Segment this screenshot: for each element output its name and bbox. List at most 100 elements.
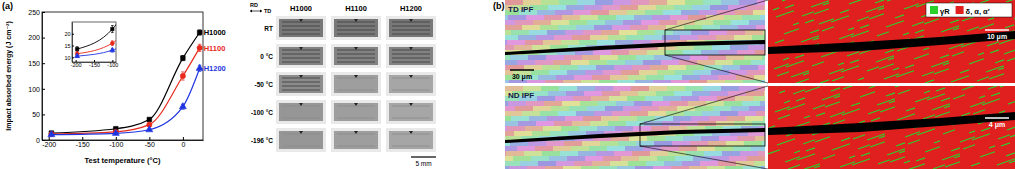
austenite-lath: [886, 21, 904, 27]
austenite-lath: [925, 80, 934, 83]
grain: [749, 106, 765, 111]
photo: [331, 72, 381, 96]
crack: [505, 128, 765, 143]
error-bar: [181, 56, 185, 61]
phase-bg: [768, 0, 1015, 83]
grain: [632, 65, 650, 70]
austenite-lath: [971, 163, 980, 166]
grain: [667, 86, 685, 91]
grain: [719, 50, 737, 55]
austenite-lath: [875, 0, 884, 3]
crack: [505, 40, 765, 55]
grain: [683, 136, 701, 141]
grain: [639, 70, 657, 75]
photo-bg: [331, 16, 381, 40]
phase-map: [768, 86, 1015, 169]
y-tick: 0: [36, 137, 45, 144]
photo-bg: [331, 100, 381, 124]
austenite-lath: [843, 86, 855, 89]
specimen-photos: RDTDH1000H1100H1200RT0 °C-50 °C-100 °C-1…: [250, 2, 436, 167]
marker: [197, 45, 202, 50]
fracture-texture: [282, 34, 320, 35]
grain: [565, 116, 583, 121]
grain: [635, 166, 653, 169]
x-tick-label: -150: [89, 62, 100, 68]
grain: [722, 151, 740, 156]
grain: [583, 30, 601, 35]
grain: [591, 10, 609, 15]
notch: [354, 75, 358, 78]
grain: [661, 60, 679, 65]
error-bar: [198, 44, 202, 51]
grain: [566, 91, 584, 96]
grain: [616, 101, 634, 106]
austenite-lath: [876, 56, 894, 62]
austenite-lath: [895, 86, 910, 87]
marker: [49, 131, 54, 136]
austenite-lath: [838, 63, 844, 65]
austenite-lath: [979, 24, 994, 29]
photo: [331, 100, 381, 124]
grain: [702, 25, 720, 30]
x-tick: -50: [145, 137, 155, 148]
grain: [636, 55, 654, 60]
y-tick-mark: [72, 46, 74, 47]
y-tick-label: 250: [28, 9, 40, 16]
austenite-lath: [905, 65, 914, 68]
grain: [576, 111, 594, 116]
marker: [181, 56, 186, 61]
grain: [509, 80, 527, 83]
austenite-lath: [805, 87, 820, 92]
austenite-lath: [951, 148, 960, 151]
austenite-lath: [867, 67, 879, 71]
fracture-texture: [337, 58, 375, 59]
austenite-lath: [775, 107, 790, 112]
grain: [709, 30, 727, 35]
grain: [615, 126, 633, 131]
grain: [643, 60, 661, 65]
austenite-lath: [886, 93, 895, 96]
x-tick-label: -150: [76, 141, 90, 148]
austenite-lath: [1010, 132, 1015, 137]
ebsd-panel: (b)TD IPF30 μm10 μmND IPF4 μmγRδ, α, α′: [487, 0, 1015, 169]
grain: [572, 35, 590, 40]
legend: γRδ, α, α′: [926, 3, 1012, 17]
austenite-lath: [925, 147, 940, 152]
grain: [511, 30, 529, 35]
grain: [671, 166, 689, 169]
photo-bg: [331, 44, 381, 68]
x-tick-label: -100: [109, 141, 123, 148]
grain: [672, 141, 690, 146]
specimen: [279, 19, 323, 37]
zoom-line: [640, 86, 768, 124]
austenite-lath: [916, 158, 925, 161]
grain: [704, 65, 722, 70]
grain: [654, 55, 672, 60]
grain: [505, 25, 522, 30]
x-tick-mark: [49, 137, 50, 140]
grain: [528, 55, 546, 60]
photo: [331, 16, 381, 40]
grain: [517, 146, 535, 151]
grain: [700, 75, 718, 80]
austenite-lath: [779, 91, 785, 93]
austenite-lath: [944, 106, 950, 108]
austenite-lath: [871, 118, 880, 121]
row-label: RT: [264, 25, 273, 32]
austenite-lath: [884, 74, 899, 79]
austenite-lath: [849, 156, 855, 158]
x-tick: -100: [109, 137, 123, 148]
austenite-lath: [841, 138, 850, 141]
austenite-lath: [940, 55, 949, 58]
notch: [299, 47, 303, 50]
series-line: [77, 22, 116, 56]
austenite-lath: [924, 91, 930, 93]
grain: [505, 101, 508, 106]
austenite-lath: [812, 62, 824, 66]
grain: [505, 30, 511, 35]
grain: [564, 141, 582, 146]
marker: [112, 129, 119, 135]
grain: [589, 146, 607, 151]
austenite-lath: [1009, 161, 1015, 163]
austenite-lath: [795, 55, 804, 58]
